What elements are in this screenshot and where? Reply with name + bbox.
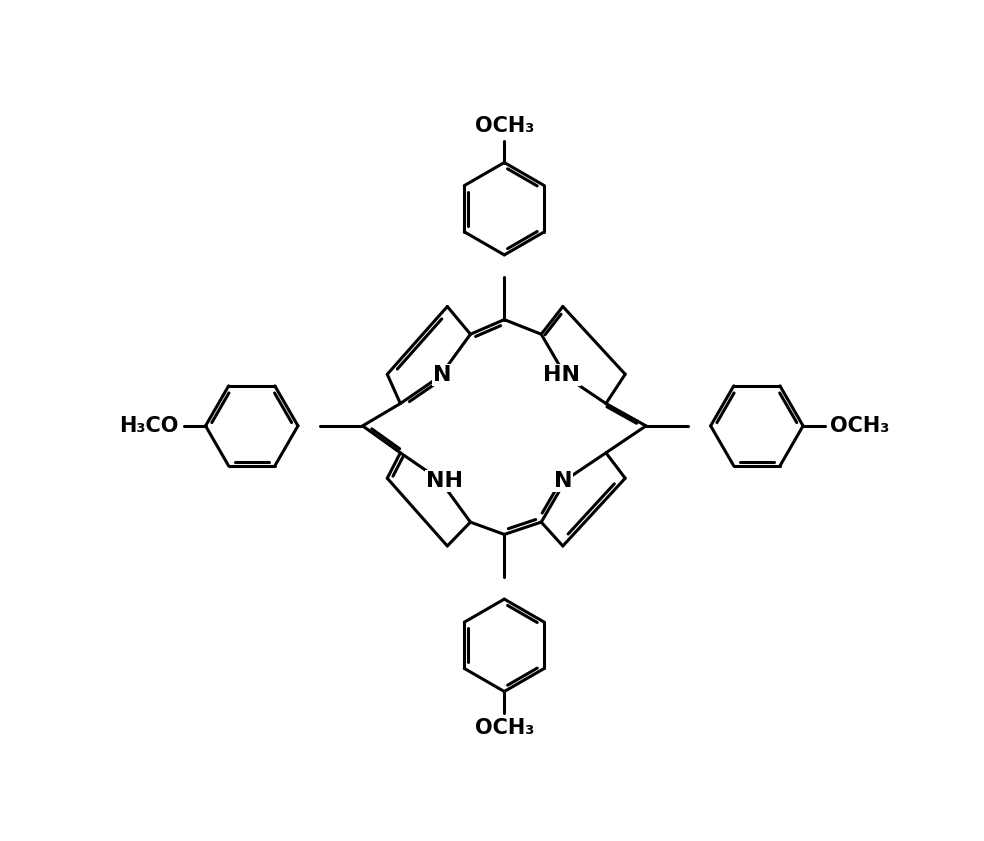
Text: OCH₃: OCH₃ — [474, 115, 534, 135]
Text: OCH₃: OCH₃ — [474, 718, 534, 738]
Text: NH: NH — [426, 471, 462, 491]
Text: OCH₃: OCH₃ — [830, 415, 890, 436]
Text: H₃CO: H₃CO — [119, 415, 178, 436]
Text: N: N — [554, 471, 572, 491]
Text: N: N — [433, 365, 452, 385]
Text: HN: HN — [543, 365, 580, 385]
